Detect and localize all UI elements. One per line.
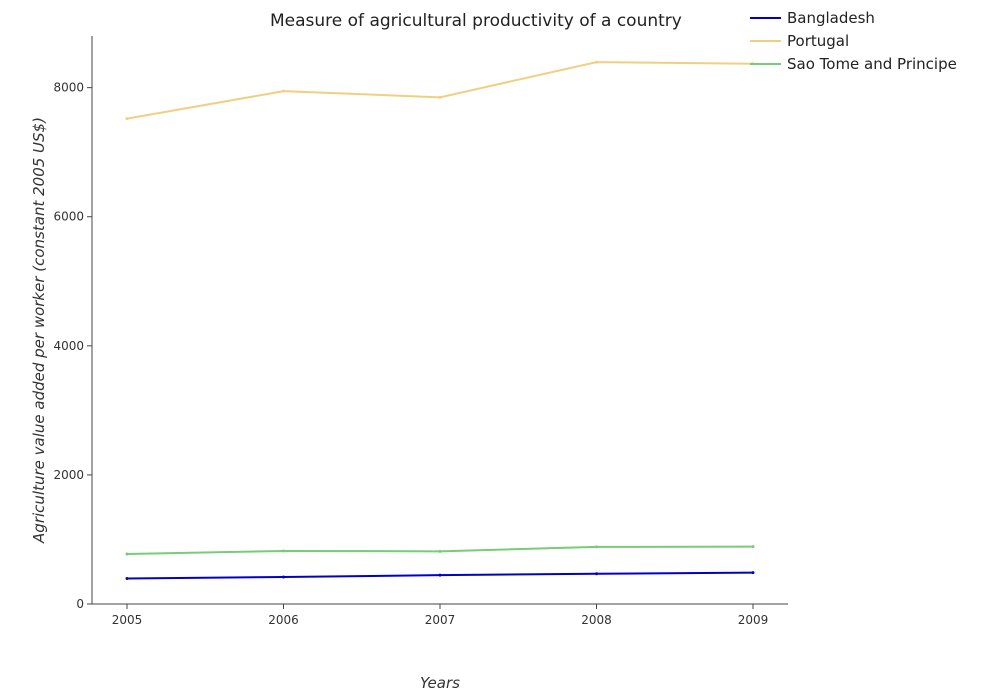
data-point-sao-tome-and-principe xyxy=(282,549,285,553)
series-lines xyxy=(125,60,755,581)
plot-area xyxy=(91,36,788,605)
y-tick-label: 4000 xyxy=(53,339,84,353)
data-point-sao-tome-and-principe xyxy=(438,549,442,553)
chart-title: Measure of agricultural productivity of … xyxy=(270,11,682,31)
data-point-portugal xyxy=(595,60,598,64)
x-tick-label: 2005 xyxy=(112,613,143,627)
y-axis-label: Agriculture value added per worker (cons… xyxy=(30,117,48,544)
y-tick-label: 2000 xyxy=(53,468,84,482)
data-point-sao-tome-and-principe xyxy=(595,545,598,549)
x-tick-label: 2008 xyxy=(581,613,612,627)
series-line-portugal xyxy=(126,61,754,120)
data-point-sao-tome-and-principe xyxy=(751,545,755,549)
y-tick-label: 6000 xyxy=(53,210,84,224)
legend-label: Portugal xyxy=(787,32,849,50)
data-point-portugal xyxy=(438,95,442,99)
x-tick-label: 2009 xyxy=(738,613,769,627)
data-point-portugal xyxy=(125,117,129,121)
x-axis-label: Years xyxy=(420,674,460,692)
data-point-sao-tome-and-principe xyxy=(125,552,129,556)
y-tick-label: 8000 xyxy=(53,81,84,95)
x-tick-label: 2007 xyxy=(425,613,456,627)
data-point-bangladesh xyxy=(595,572,598,576)
data-point-portugal xyxy=(282,89,285,93)
y-ticks: 0 2000 4000 6000 8000 xyxy=(53,81,92,611)
y-tick-label: 0 xyxy=(76,597,84,611)
x-tick-label: 2006 xyxy=(268,613,299,627)
x-ticks: 2005 2006 2007 2008 2009 xyxy=(112,604,769,627)
data-point-bangladesh xyxy=(125,577,129,581)
data-point-bangladesh xyxy=(751,571,755,575)
data-point-bangladesh xyxy=(438,573,442,577)
legend-label: Bangladesh xyxy=(787,9,875,27)
legend-label: Sao Tome and Principe xyxy=(787,55,957,73)
data-point-bangladesh xyxy=(282,575,285,579)
legend: Bangladesh Portugal Sao Tome and Principe xyxy=(750,9,957,73)
